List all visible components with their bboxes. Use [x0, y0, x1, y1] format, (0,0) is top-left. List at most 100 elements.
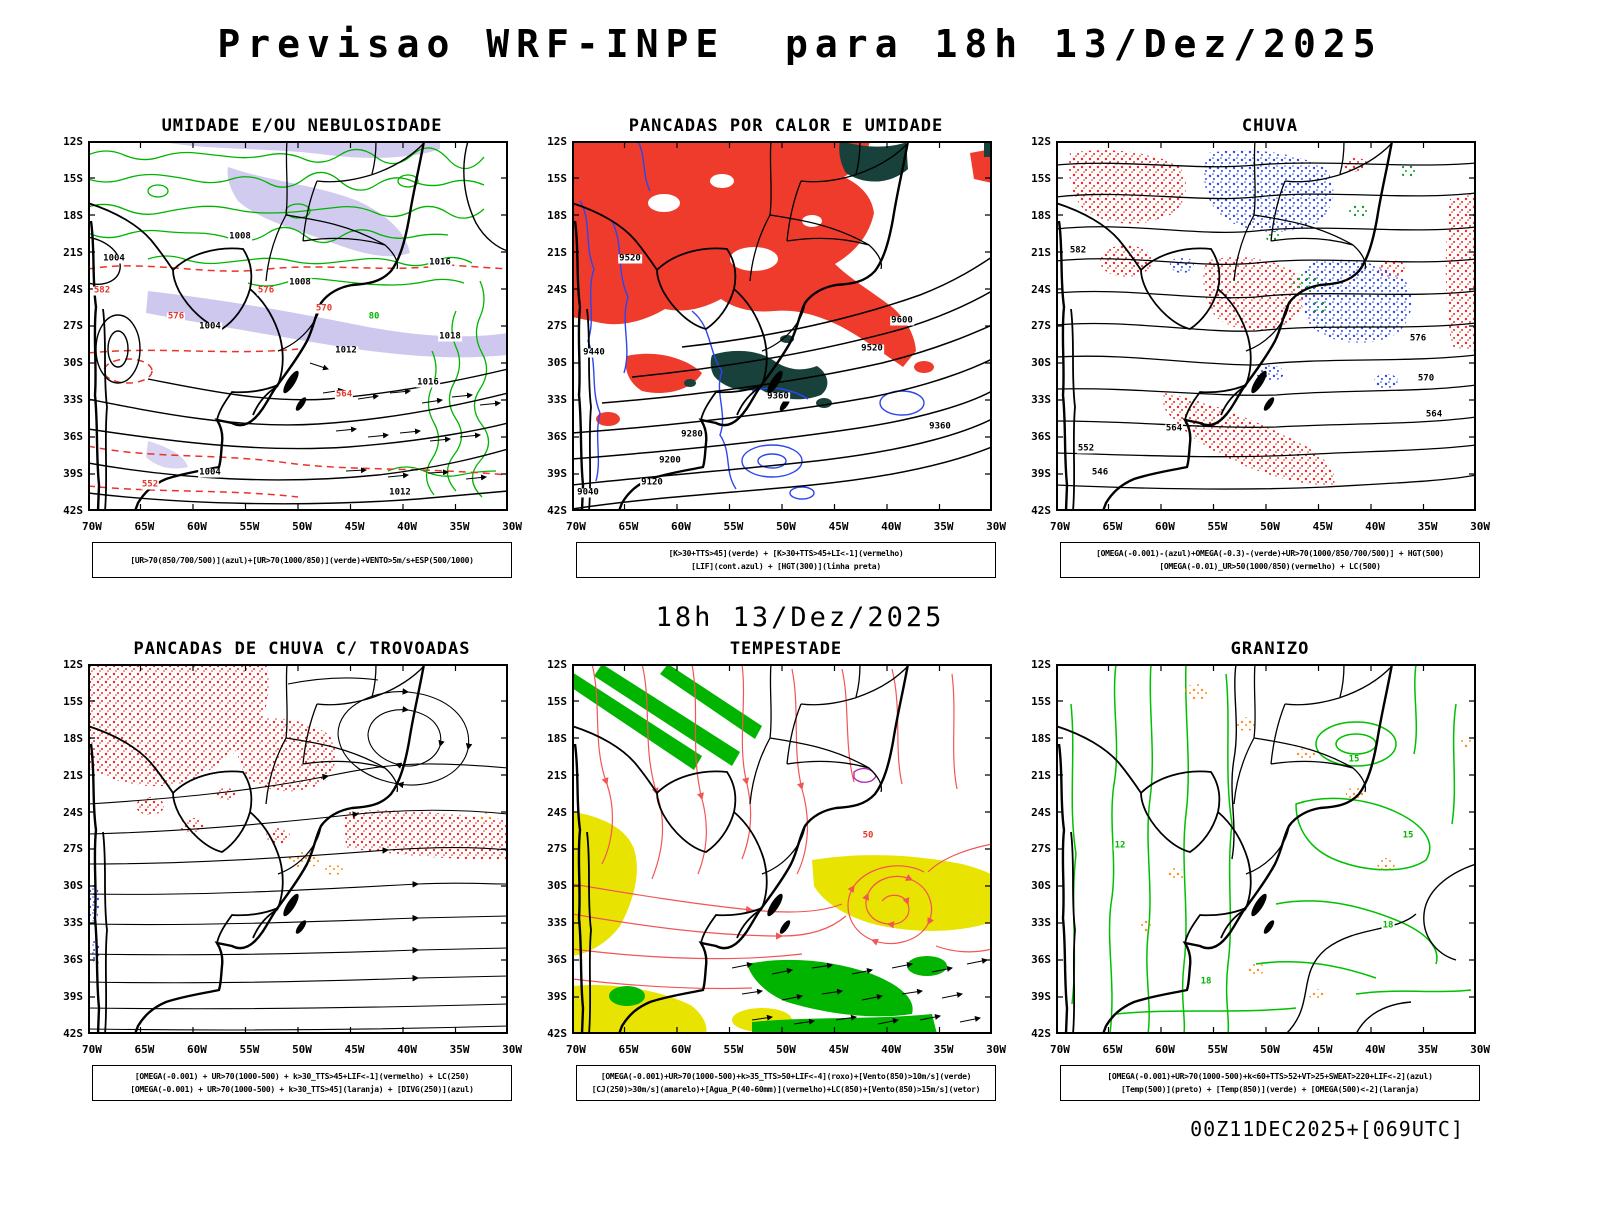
contour-label: 9440 — [582, 347, 606, 358]
lat-tick-label: 27S — [547, 319, 567, 333]
hgt300-black-contours — [572, 256, 992, 510]
contour-label: 18 — [1199, 976, 1213, 987]
lat-tick-label: 30S — [63, 879, 83, 893]
contour-label: 9040 — [576, 487, 600, 498]
legend-line: [K>30+TTS>45](verde) + [K>30+TTS>45+LI<-… — [668, 549, 904, 558]
contour-label: 570 — [1416, 373, 1436, 384]
lon-axis: 70W 65W 60W 55W 50W 45W 40W 35W 30W — [82, 520, 522, 533]
lon-tick-label: 45W — [1312, 520, 1333, 533]
panel-row-top: UMIDADE E/OU NEBULOSIDADE 12S 15S 18S 21S 24… — [0, 116, 1600, 578]
contour-label: 552 — [1076, 443, 1096, 454]
lon-axis: 70W 65W 60W 55W 50W 45W 40W 35W 30W — [1050, 1043, 1490, 1056]
lat-tick-label: 27S — [547, 842, 567, 856]
lon-tick-label: 55W — [723, 1043, 744, 1056]
legend-box: [K>30+TTS>45](verde) + [K>30+TTS>45+LI<-… — [576, 542, 996, 578]
temp850-green-contours — [1070, 664, 1472, 1034]
lon-tick-label: 60W — [671, 520, 691, 533]
lat-tick-label: 12S — [63, 135, 83, 148]
pressure-contours — [88, 141, 508, 505]
lon-tick-label: 55W — [723, 520, 744, 533]
lon-tick-label: 40W — [1365, 520, 1385, 533]
contour-label: 15 — [1401, 830, 1415, 841]
lat-axis: 12S 15S 18S 21S 24S 27S 30S 33S 36S 39S 42S — [1024, 135, 1056, 517]
lat-tick-label: 39S — [547, 990, 567, 1004]
lat-tick-label: 18S — [547, 731, 567, 745]
purple-severe-contour — [853, 767, 877, 783]
legend-line: [OMEGA(-0.001)+UR>70(1000-500)+k<60+TTS>… — [1107, 1072, 1433, 1081]
panel-title: PANCADAS DE CHUVA C/ TROVOADAS — [133, 639, 471, 659]
lon-axis: 70W 65W 60W 55W 50W 45W 40W 35W 30W — [82, 1043, 522, 1056]
lat-tick-label: 18S — [63, 731, 83, 745]
legend-line: [LIF](cont.azul) + [HGT(300)](linha pret… — [691, 562, 881, 571]
lat-axis: 12S 15S 18S 21S 24S 27S 30S 33S 36S 39S 42S — [540, 135, 572, 517]
vector-arrows-850 — [731, 958, 988, 1025]
legend-box: [OMEGA(-0.001) + UR>70(1000-500) + k>30_… — [92, 1065, 512, 1101]
map-canvas-tempestade — [572, 664, 992, 1034]
lon-tick-label: 35W — [1417, 1043, 1438, 1056]
lon-tick-label: 45W — [344, 520, 365, 533]
lon-tick-label: 30W — [1470, 1043, 1490, 1056]
panel-title: CHUVA — [1241, 116, 1299, 136]
lon-tick-label: 35W — [449, 520, 470, 533]
lon-tick-label: 35W — [449, 1043, 470, 1056]
panel-title: PANCADAS POR CALOR E UMIDADE — [628, 116, 944, 136]
lon-tick-label: 30W — [502, 520, 522, 533]
contour-label: 1004 — [102, 253, 126, 264]
contour-label: 1012 — [388, 487, 412, 498]
lon-tick-label: 50W — [776, 1043, 796, 1056]
panel-pancadas-calor: PANCADAS POR CALOR E UMIDADE 12S 15S 18S 21… — [540, 116, 1006, 578]
lon-tick-label: 30W — [986, 520, 1006, 533]
contour-label: 1008 — [288, 277, 312, 288]
lat-tick-label: 30S — [547, 356, 567, 370]
run-timestamp: 00Z11DEC2025+[069UTC] — [1190, 1117, 1464, 1141]
contour-label: 9120 — [640, 477, 664, 488]
legend-line: [OMEGA(-0.01)_UR>50(1000/850)(vermelho) … — [1159, 562, 1381, 571]
lat-tick-label: 39S — [1031, 467, 1051, 481]
lon-tick-label: 60W — [187, 520, 207, 533]
lat-tick-label: 42S — [547, 1026, 567, 1040]
contour-label: 1004 — [198, 467, 222, 478]
contour-label: 570 — [314, 303, 334, 314]
map-pancadas-calor: 9520 9600 9520 9440 9360 9360 9280 9200 9120 9040 — [572, 141, 992, 511]
lat-tick-label: 18S — [63, 208, 83, 222]
contour-label: 9520 — [860, 343, 884, 354]
lon-tick-label: 65W — [134, 1043, 155, 1056]
panel-umidade: UMIDADE E/OU NEBULOSIDADE 12S 15S 18S 21S 24… — [56, 116, 522, 578]
map-chuva: 582 576 570 564 564 552 546 — [1056, 141, 1476, 511]
lat-tick-label: 15S — [547, 694, 567, 708]
contour-label: 1004 — [198, 321, 222, 332]
contour-label: 50 — [861, 830, 875, 841]
legend-line: [CJ(250)>30m/s](amarelo)+[Agua_P(40-60mm… — [591, 1085, 981, 1094]
legend-line: [OMEGA(-0.001)-(azul)+OMEGA(-0.3)-(verde… — [1096, 549, 1444, 558]
lat-tick-label: 33S — [547, 393, 567, 407]
panel-title: UMIDADE E/OU NEBULOSIDADE — [161, 116, 443, 136]
lon-tick-label: 70W — [1050, 520, 1070, 533]
contour-label: 582 — [1068, 245, 1088, 256]
lon-tick-label: 35W — [1417, 520, 1438, 533]
lon-tick-label: 30W — [502, 1043, 522, 1056]
contour-label: 9280 — [680, 429, 704, 440]
lat-tick-label: 39S — [63, 467, 83, 481]
contour-label: 1008 — [228, 231, 252, 242]
legend-line: [OMEGA(-0.001)+UR>70(1000-500)+k>35_TTS>… — [600, 1072, 972, 1081]
lon-tick-label: 40W — [881, 1043, 901, 1056]
legend-line: [OMEGA(-0.001) + UR>70(1000-500) + k>30_… — [134, 1072, 470, 1081]
lon-tick-label: 70W — [82, 1043, 102, 1056]
valid-time-label: 18h 13/Dez/2025 — [655, 602, 945, 633]
map-canvas-granizo — [1056, 664, 1476, 1034]
lat-tick-label: 15S — [1031, 694, 1051, 708]
wrf-inpe-forecast-page: { "page": { "title": "Previsao WRF-INPE … — [0, 22, 1600, 1222]
lat-tick-label: 12S — [547, 135, 567, 148]
lon-tick-label: 45W — [344, 1043, 365, 1056]
map-canvas-umidade — [88, 141, 508, 511]
lat-tick-label: 12S — [63, 658, 83, 671]
lat-tick-label: 21S — [63, 768, 83, 782]
lat-tick-label: 33S — [63, 393, 83, 407]
lat-axis: 12S 15S 18S 21S 24S 27S 30S 33S 36S 39S 42S — [540, 658, 572, 1040]
contour-label: 1016 — [416, 377, 440, 388]
rain-speckles-blue — [1170, 150, 1412, 388]
lat-tick-label: 30S — [1031, 879, 1051, 893]
omega-orange-speckles — [1138, 684, 1473, 999]
panel-row-bottom: PANCADAS DE CHUVA C/ TROVOADAS 12S 15S 18S… — [0, 639, 1600, 1101]
lon-tick-label: 40W — [1365, 1043, 1385, 1056]
